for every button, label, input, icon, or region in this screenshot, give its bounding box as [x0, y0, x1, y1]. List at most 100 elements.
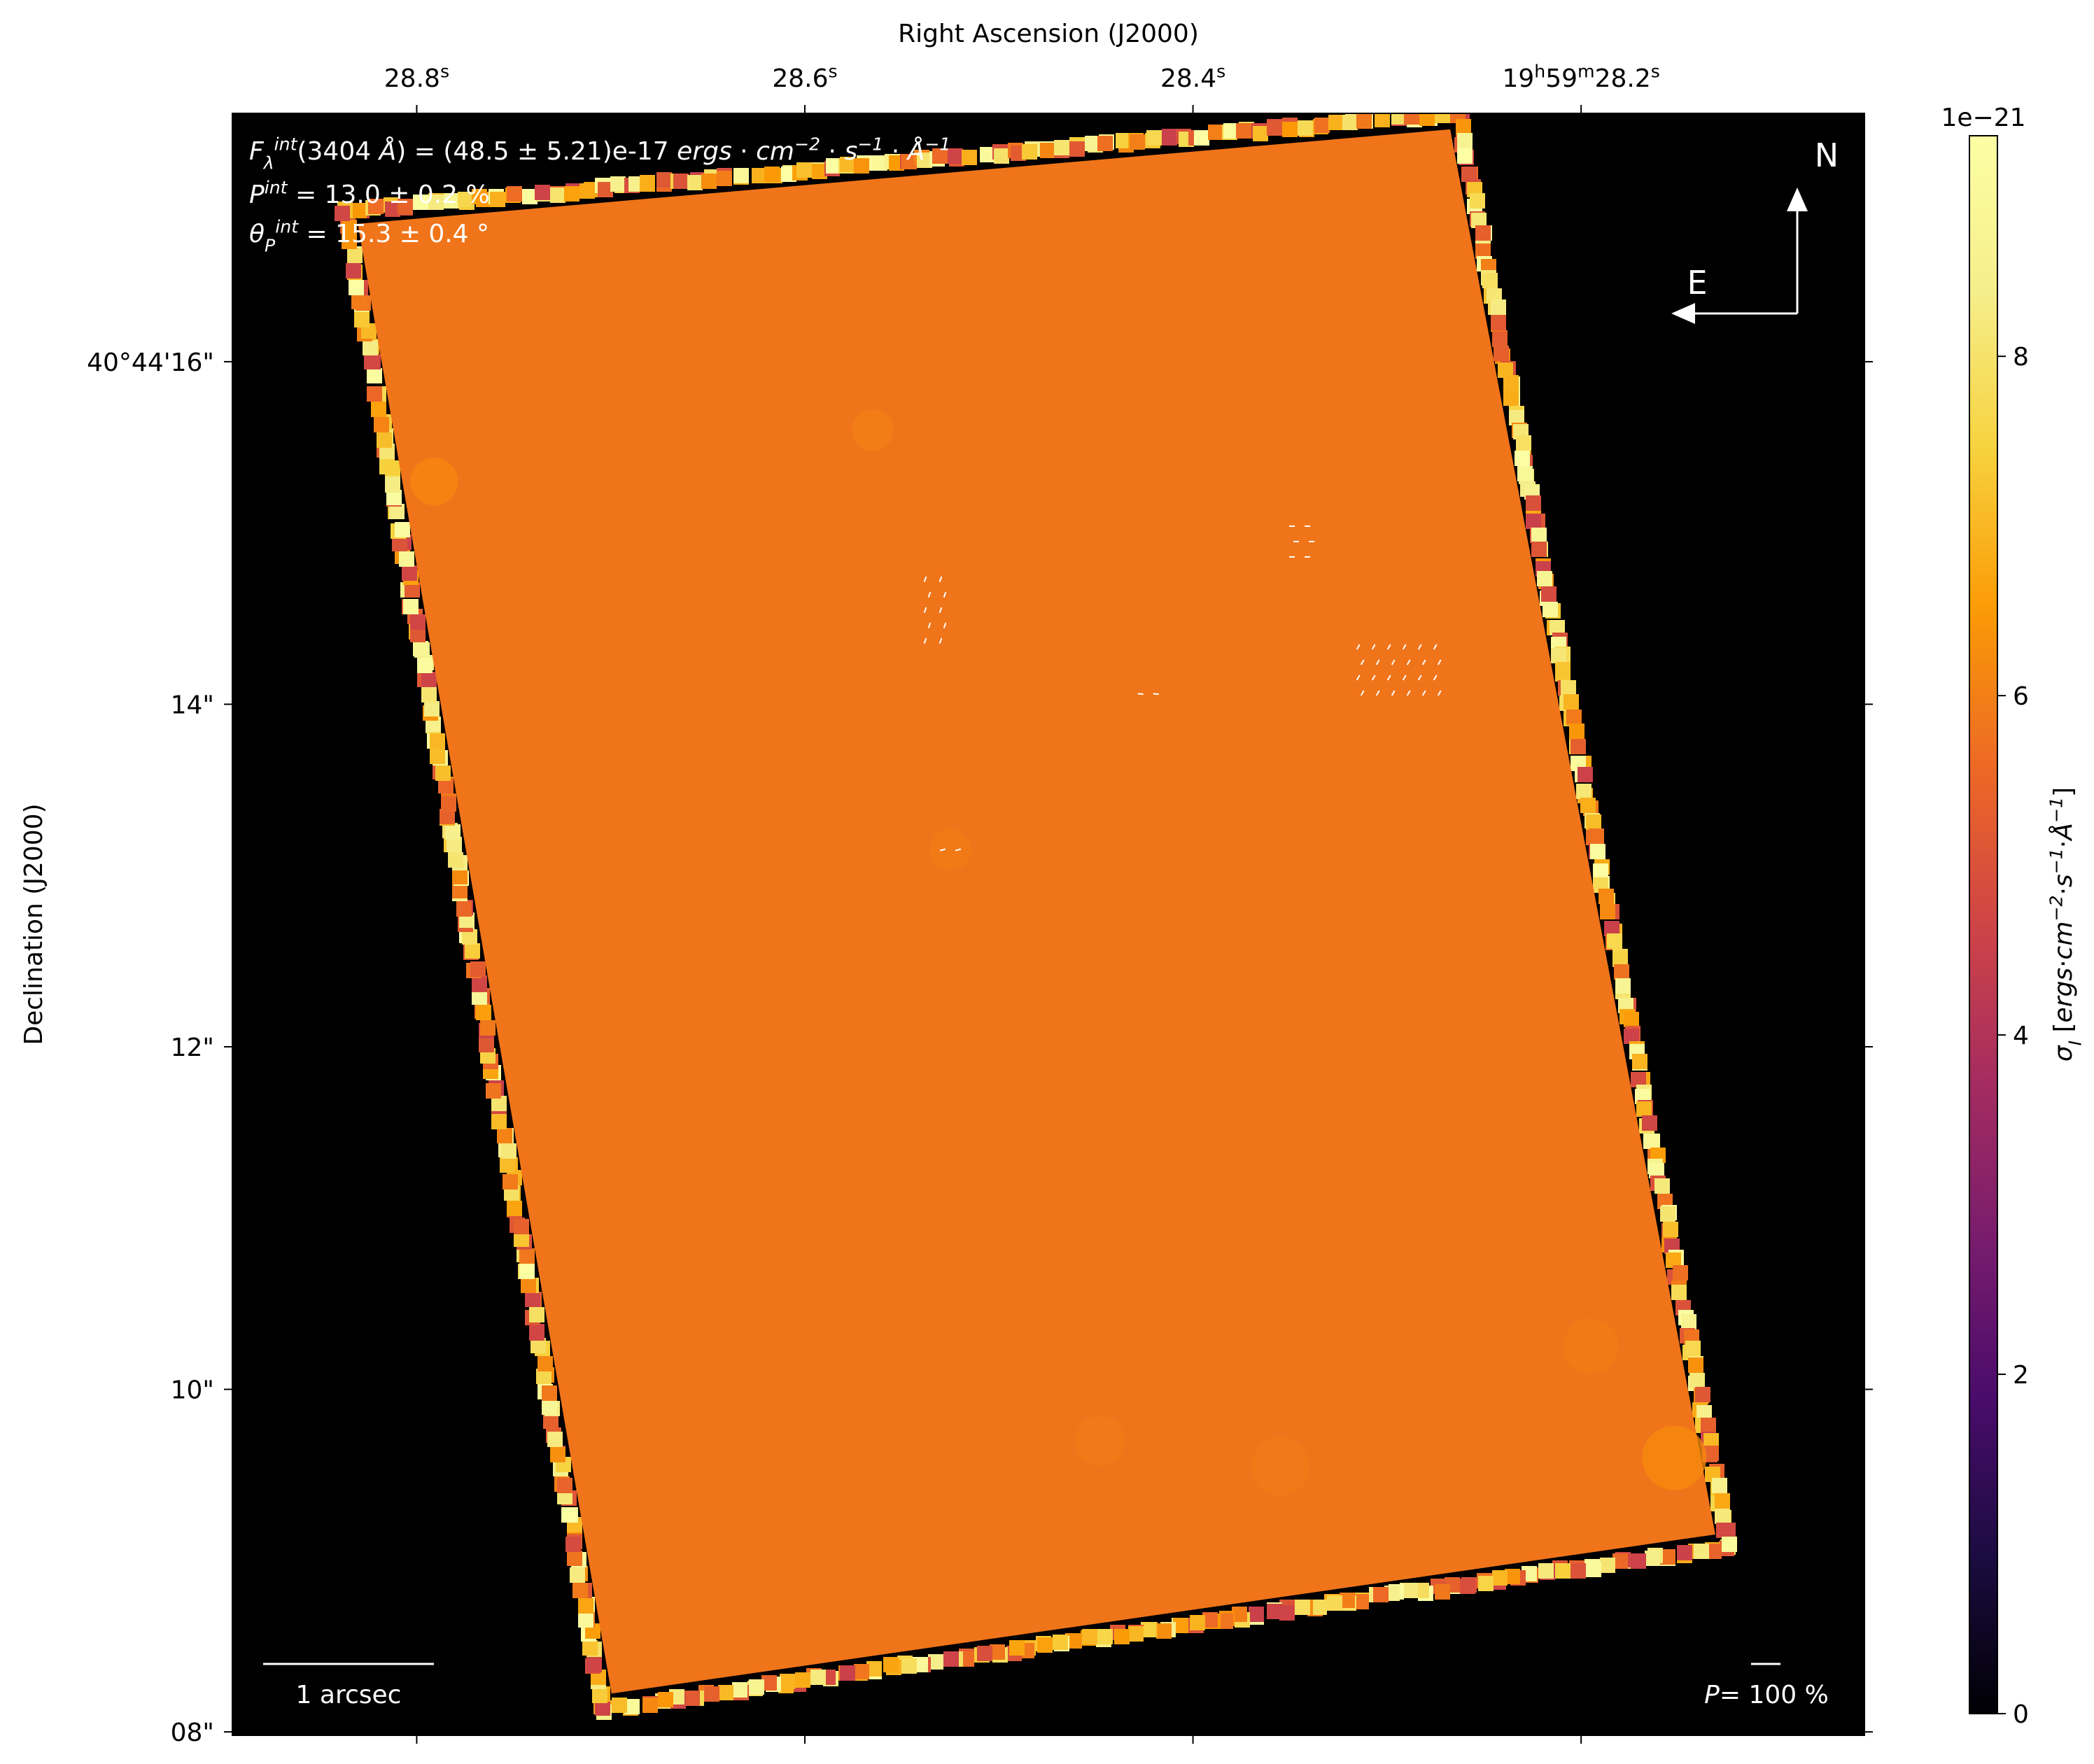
edge-pixel [1677, 1545, 1692, 1560]
edge-pixel [1040, 143, 1055, 158]
polarization-vector [943, 591, 947, 598]
edge-pixel [1391, 113, 1407, 125]
edge-pixel [1146, 130, 1162, 146]
edge-pixel [1461, 167, 1477, 182]
edge-pixel [561, 1507, 577, 1523]
colorbar: 0 2 4 6 8 1e−21 σI [ergs·cm−2·s−1·Å−1] [1941, 104, 2085, 1729]
edge-pixel [1314, 118, 1330, 133]
edge-pixel [399, 551, 414, 567]
edge-pixel [385, 477, 400, 493]
edge-pixel [1354, 1594, 1369, 1609]
edge-pixel [447, 837, 462, 852]
edge-pixel [592, 1688, 607, 1703]
top-axis-label: Right Ascension (J2000) [898, 20, 1199, 48]
edge-pixel [1671, 1285, 1687, 1300]
edge-pixel [1475, 244, 1491, 259]
edge-pixel [470, 961, 486, 977]
edge-pixel [491, 1096, 507, 1111]
edge-pixel [1555, 1563, 1570, 1579]
edge-pixel [1053, 1635, 1068, 1650]
edge-pixel [413, 641, 428, 656]
edge-pixel [1631, 1072, 1646, 1087]
edge-pixel [1328, 115, 1344, 130]
edge-pixel [367, 368, 382, 383]
edge-pixel [1720, 1523, 1736, 1538]
vector-scale: P= 100 % [1704, 1663, 1829, 1709]
edge-pixel [410, 627, 426, 642]
edge-pixel [701, 174, 717, 189]
edge-pixel [1162, 129, 1177, 144]
edge-pixel [1279, 1605, 1295, 1621]
edge-pixel [1564, 694, 1579, 710]
edge-pixel [405, 582, 420, 598]
edge-pixel [1457, 148, 1473, 164]
edge-pixel [519, 1248, 535, 1264]
edge-pixel [578, 1612, 593, 1628]
edge-pixel [1685, 1341, 1701, 1356]
polarization-vectors [923, 525, 1442, 852]
polarization-vector [1391, 659, 1396, 665]
edge-pixel [1505, 1569, 1520, 1584]
edge-pixel [472, 989, 487, 1005]
edge-pixel [1531, 528, 1547, 543]
colorbar-ticks: 0 2 4 6 8 [1997, 343, 2029, 1729]
edge-pixel [1526, 495, 1541, 511]
polarization-vector [1421, 659, 1426, 665]
edge-pixel [717, 171, 732, 186]
edge-pixel [1561, 680, 1576, 696]
edge-pixel [462, 929, 477, 945]
colorbar-tick-label: 4 [2013, 1022, 2029, 1050]
edge-pixel [543, 1413, 558, 1429]
edge-pixel [529, 1307, 544, 1322]
edge-pixel [1612, 952, 1628, 967]
field-edge [335, 113, 1737, 1720]
edge-pixel [1600, 1558, 1615, 1573]
polarization-vector [939, 637, 943, 644]
polarization-angle-annotation: θPint = 15.3 ± 0.4 ° [249, 216, 489, 255]
polarization-vector [1375, 690, 1380, 696]
edge-pixel [1666, 1253, 1681, 1268]
image-axes: 28.8s 28.6s 28.4s 19h59m28.2s 40°44'16" 14" 12… [20, 20, 1873, 1747]
north-arrow-head-icon [1787, 188, 1808, 211]
edge-pixel [480, 1020, 496, 1036]
edge-pixel [565, 1537, 581, 1552]
integrated-flux-annotation: Fλint(3404 Å) = (48.5 ± 5.21)e-17 ergs ·… [249, 134, 950, 173]
edge-pixel [550, 1447, 565, 1462]
edge-pixel [476, 1005, 491, 1020]
edge-pixel [1097, 136, 1113, 151]
edge-pixel [1703, 1433, 1719, 1448]
edge-pixel [1069, 141, 1085, 157]
edge-pixel [428, 195, 444, 210]
edge-pixel [1067, 1633, 1082, 1649]
edge-pixel [1494, 346, 1509, 361]
edge-pixel [595, 1700, 610, 1716]
edge-pixel [733, 168, 749, 183]
edge-pixel [398, 199, 413, 214]
edge-pixel [780, 1674, 795, 1689]
texture-blob [410, 458, 458, 506]
edge-pixel [1516, 435, 1531, 451]
texture-blob [1251, 1437, 1310, 1496]
edge-pixel [1054, 140, 1069, 155]
edge-pixel [421, 672, 437, 687]
edge-pixel [1218, 1614, 1233, 1629]
edge-pixel [374, 417, 389, 432]
edge-pixel [1577, 767, 1593, 782]
polarization-vector [923, 576, 927, 582]
edge-pixel [410, 614, 426, 630]
edge-pixel [444, 193, 459, 209]
edge-pixel [1282, 122, 1298, 137]
edge-pixel [1607, 933, 1622, 949]
edge-pixel [656, 172, 672, 188]
polarization-vector [1356, 644, 1361, 650]
edge-pixel [413, 195, 428, 210]
edge-pixel [1701, 1418, 1716, 1433]
polarization-vector [1386, 675, 1391, 681]
edge-pixel [1722, 1537, 1737, 1552]
edge-pixel [392, 536, 407, 551]
edge-pixel [640, 176, 655, 192]
edge-pixel [1223, 123, 1239, 139]
edge-pixel [452, 883, 468, 898]
edge-pixel [529, 1324, 544, 1339]
edge-pixel [351, 203, 367, 218]
